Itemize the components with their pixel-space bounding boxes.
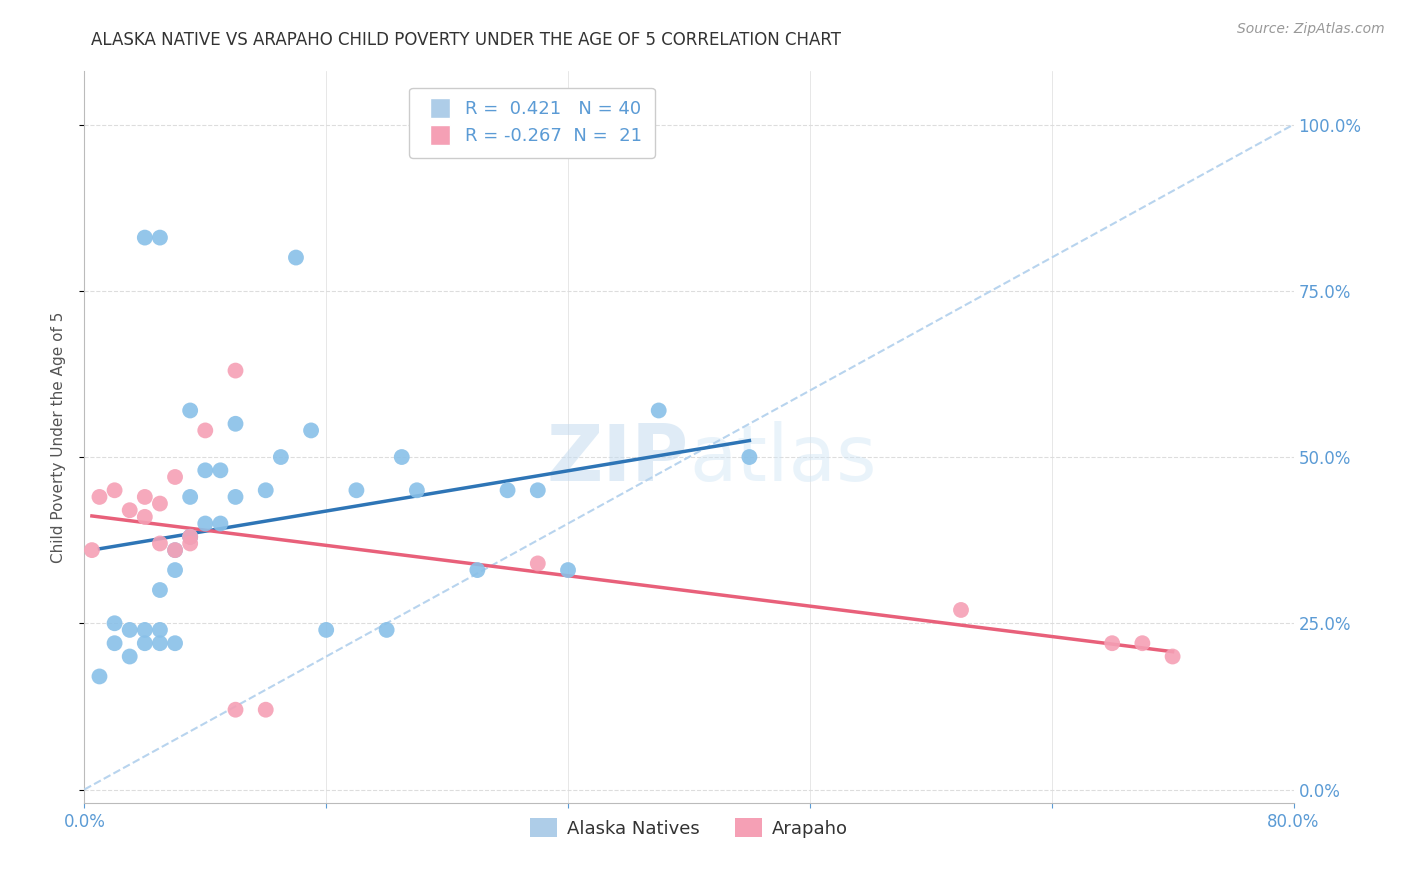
Point xyxy=(557,563,579,577)
Point xyxy=(179,530,201,544)
Point xyxy=(179,490,201,504)
Point xyxy=(104,483,127,498)
Point xyxy=(254,703,277,717)
Point xyxy=(225,490,247,504)
Point xyxy=(225,703,247,717)
Text: ZIP: ZIP xyxy=(547,421,689,497)
Point xyxy=(134,509,156,524)
Point xyxy=(285,251,308,265)
Point xyxy=(149,536,172,550)
Point xyxy=(179,530,201,544)
Point xyxy=(134,623,156,637)
Point xyxy=(648,403,671,417)
Point xyxy=(225,363,247,377)
Legend: Alaska Natives, Arapaho: Alaska Natives, Arapaho xyxy=(523,811,855,845)
Point xyxy=(134,490,156,504)
Point xyxy=(375,623,398,637)
Point xyxy=(299,424,322,438)
Point xyxy=(118,503,141,517)
Point xyxy=(209,516,232,531)
Point xyxy=(315,623,337,637)
Point xyxy=(406,483,429,498)
Text: ALASKA NATIVE VS ARAPAHO CHILD POVERTY UNDER THE AGE OF 5 CORRELATION CHART: ALASKA NATIVE VS ARAPAHO CHILD POVERTY U… xyxy=(91,31,841,49)
Point xyxy=(118,649,141,664)
Point xyxy=(1101,636,1123,650)
Point xyxy=(950,603,973,617)
Point xyxy=(165,563,187,577)
Point xyxy=(149,636,172,650)
Point xyxy=(179,530,201,544)
Point xyxy=(527,483,550,498)
Point xyxy=(104,616,127,631)
Point xyxy=(225,417,247,431)
Point xyxy=(496,483,519,498)
Point xyxy=(527,557,550,571)
Point xyxy=(89,490,111,504)
Text: atlas: atlas xyxy=(689,421,876,497)
Point xyxy=(165,636,187,650)
Point xyxy=(194,516,217,531)
Point xyxy=(346,483,368,498)
Point xyxy=(738,450,761,464)
Point xyxy=(209,463,232,477)
Point xyxy=(89,669,111,683)
Point xyxy=(270,450,292,464)
Point xyxy=(179,536,201,550)
Point xyxy=(134,230,156,244)
Y-axis label: Child Poverty Under the Age of 5: Child Poverty Under the Age of 5 xyxy=(51,311,66,563)
Point xyxy=(1161,649,1184,664)
Point xyxy=(165,470,187,484)
Point xyxy=(179,403,201,417)
Point xyxy=(254,483,277,498)
Point xyxy=(149,582,172,597)
Point xyxy=(467,563,489,577)
Point xyxy=(118,623,141,637)
Point xyxy=(165,543,187,558)
Point xyxy=(1130,636,1153,650)
Point xyxy=(149,623,172,637)
Point xyxy=(194,424,217,438)
Point xyxy=(149,497,172,511)
Point xyxy=(149,230,172,244)
Point xyxy=(104,636,127,650)
Point xyxy=(80,543,103,558)
Point xyxy=(391,450,413,464)
Point xyxy=(165,543,187,558)
Point xyxy=(194,463,217,477)
Text: Source: ZipAtlas.com: Source: ZipAtlas.com xyxy=(1237,22,1385,37)
Point xyxy=(134,636,156,650)
